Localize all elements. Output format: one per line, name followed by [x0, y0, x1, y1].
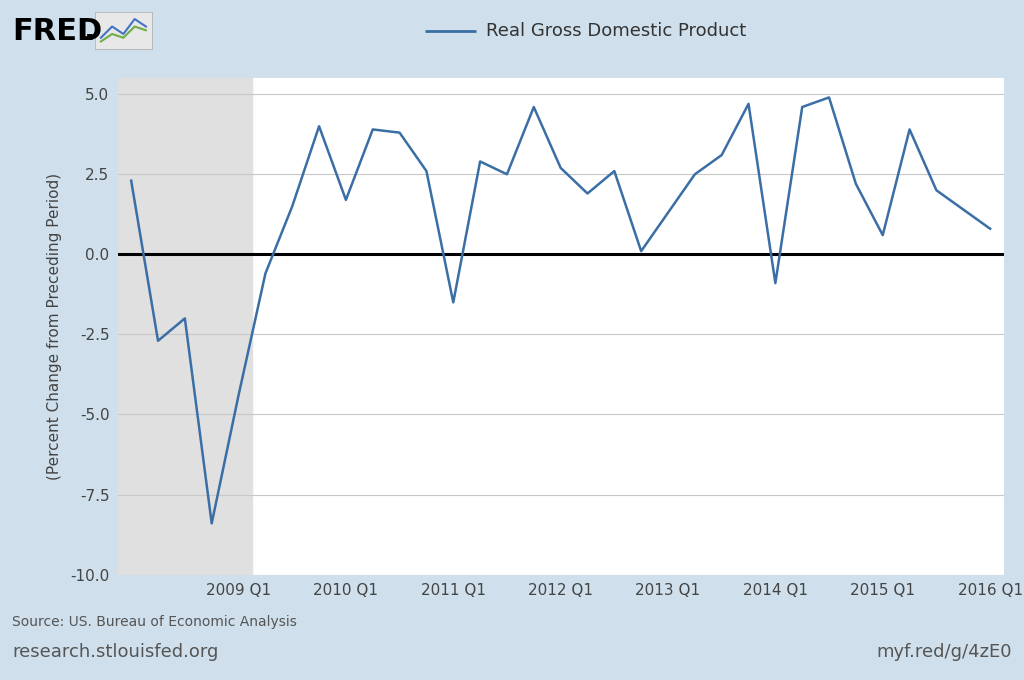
Text: Source: US. Bureau of Economic Analysis: Source: US. Bureau of Economic Analysis: [12, 615, 297, 630]
Text: research.stlouisfed.org: research.stlouisfed.org: [12, 643, 219, 660]
Text: .: .: [84, 17, 95, 46]
Text: FRED: FRED: [12, 17, 102, 46]
Bar: [118, 78, 252, 575]
Y-axis label: (Percent Change from Preceding Period): (Percent Change from Preceding Period): [47, 173, 61, 480]
Text: myf.red/g/4zE0: myf.red/g/4zE0: [877, 643, 1012, 660]
Text: Real Gross Domestic Product: Real Gross Domestic Product: [486, 22, 746, 39]
